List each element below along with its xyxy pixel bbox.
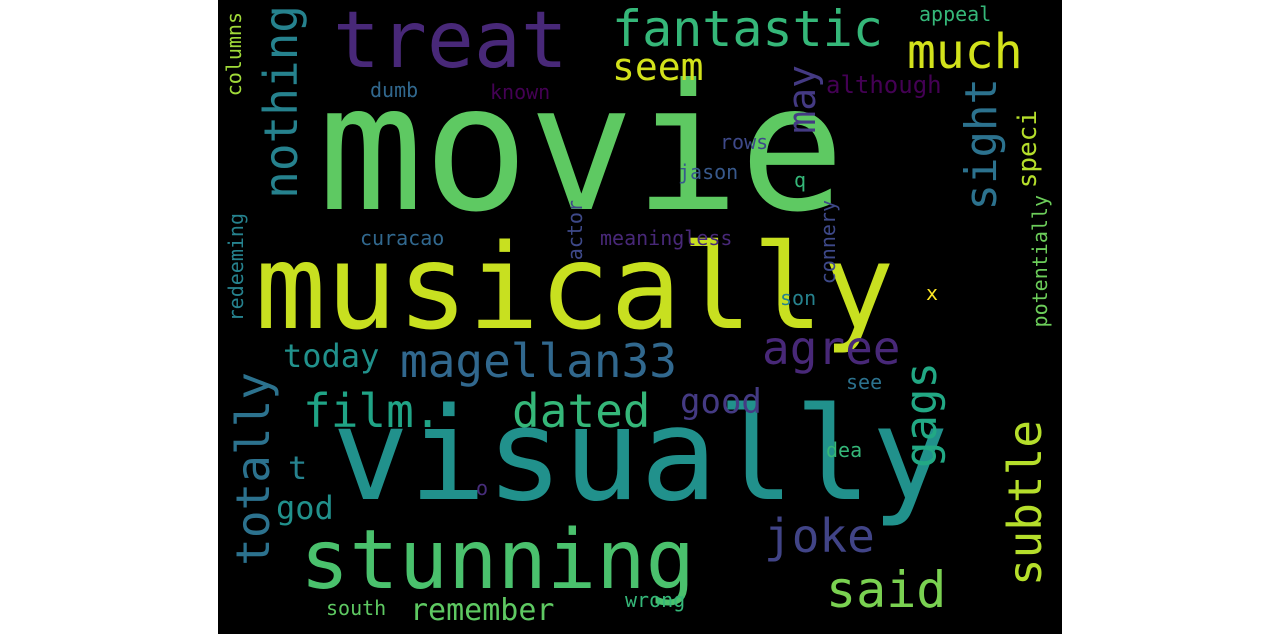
word-today: today (283, 337, 380, 375)
word-stunning: stunning (300, 513, 695, 608)
word-potentially: potentially (1028, 195, 1052, 328)
word-fantastic: fantastic (612, 0, 883, 58)
word-redeeming: redeeming (224, 213, 248, 322)
word-god: god (276, 489, 334, 527)
word-film: film. (303, 384, 442, 438)
word-musically: musically (255, 218, 895, 356)
word-said: said (826, 561, 947, 619)
word-speci: speci (1013, 110, 1043, 189)
word-rows: rows (720, 130, 769, 154)
word-south: south (326, 596, 387, 620)
word-connery: connery (816, 200, 840, 285)
word-totally: totally (226, 372, 280, 566)
word-o: o (476, 476, 489, 500)
word-wrong: wrong (625, 588, 686, 612)
word-joke: joke (764, 509, 875, 563)
word-subtle: subtle (998, 420, 1052, 587)
word-meaningless: meaningless (600, 226, 733, 250)
word-sight: sight (956, 78, 1007, 211)
word-treat: treat (333, 0, 568, 86)
word-good: good (680, 382, 762, 422)
word-magellan33: magellan33 (400, 334, 677, 388)
word-remember: remember (410, 593, 555, 628)
word-known: known (490, 80, 551, 104)
word-jason: jason (678, 160, 739, 184)
word-curacao: curacao (360, 226, 445, 250)
word-see: see (846, 370, 883, 394)
word-x: x (926, 281, 939, 305)
word-columns: columns (222, 12, 246, 97)
word-appeal: appeal (919, 2, 992, 26)
word-movie: movie (318, 48, 845, 251)
word-may: may (780, 65, 824, 134)
word-visually: visually (332, 381, 949, 530)
word-t: t (288, 449, 308, 487)
word-nothing: nothing (254, 5, 308, 199)
word-son: son (780, 286, 817, 310)
word-although: although (826, 71, 942, 99)
word-agree: agree (762, 321, 901, 375)
word-dated: dated (512, 384, 651, 438)
word-actor: actor (563, 200, 587, 261)
word-cloud-canvas: movie musically visually stunning treat fanta… (218, 0, 1062, 634)
word-much: much (907, 24, 1023, 80)
word-dea: dea (826, 438, 863, 462)
word-seem: seem (612, 45, 704, 89)
word-gags: gags (896, 362, 947, 468)
word-dumb: dumb (370, 78, 419, 102)
word-q: q (794, 168, 807, 192)
